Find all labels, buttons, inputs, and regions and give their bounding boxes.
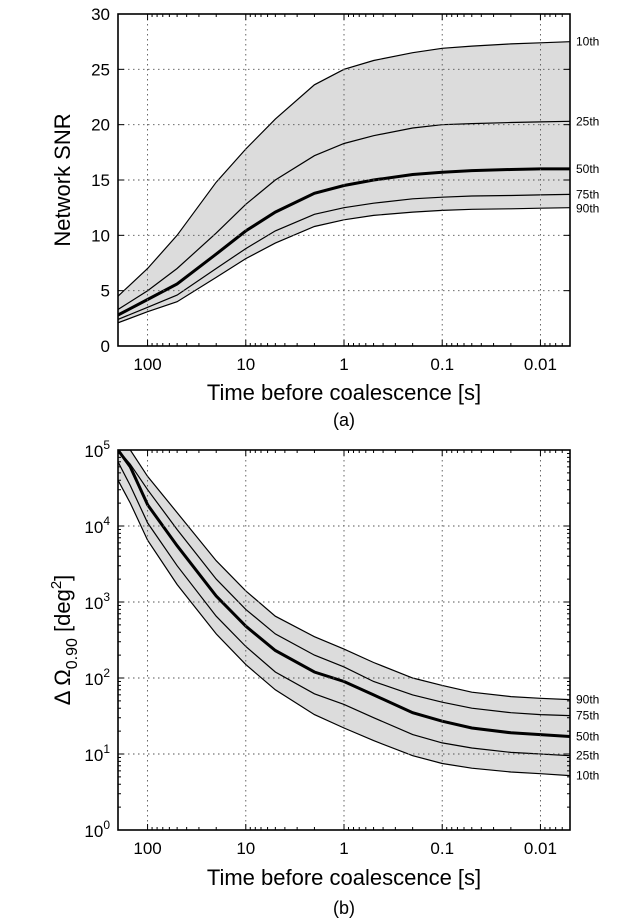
percentile-label-90th: 90th bbox=[576, 693, 599, 707]
panel-label: (b) bbox=[333, 898, 355, 918]
series-line-10th bbox=[118, 479, 570, 777]
series-line-90th bbox=[118, 450, 570, 701]
percentile-label-50th: 50th bbox=[576, 162, 599, 176]
y-tick-label: 10 bbox=[91, 226, 110, 245]
x-axis-title: Time before coalescence [s] bbox=[207, 865, 481, 890]
grid bbox=[118, 450, 570, 830]
x-tick-label: 100 bbox=[133, 355, 161, 374]
x-tick-label: 10 bbox=[236, 355, 255, 374]
percentile-label-10th: 10th bbox=[576, 769, 599, 783]
x-tick-label: 0.1 bbox=[430, 839, 454, 858]
y-tick-label: 25 bbox=[91, 60, 110, 79]
x-tick-label: 1 bbox=[339, 355, 348, 374]
y-tick-label: 100 bbox=[84, 818, 110, 841]
series-line-75th bbox=[118, 450, 570, 717]
series-line-75th bbox=[118, 193, 570, 320]
y-axis-title: Network SNR bbox=[50, 113, 75, 246]
confidence-band bbox=[118, 41, 570, 323]
panel-a-snr-chart: 100 10 1 0.1 0.01 0 5 10 15 20 25 30 10th 25th 50th 75t… bbox=[50, 5, 599, 430]
percentile-label-75th: 75th bbox=[576, 709, 599, 723]
percentile-label-75th: 75th bbox=[576, 187, 599, 201]
x-tick-label: 0.1 bbox=[430, 355, 454, 374]
y-tick-label: 104 bbox=[84, 514, 110, 537]
x-tick-label: 1 bbox=[339, 839, 348, 858]
series-line-25th bbox=[118, 461, 570, 757]
y-tick-label: 102 bbox=[84, 666, 110, 689]
series-line-50th bbox=[118, 450, 570, 738]
series-line-50th bbox=[118, 167, 570, 317]
plot-area bbox=[118, 450, 570, 777]
y-tick-label: 105 bbox=[84, 438, 110, 461]
percentile-label-10th: 10th bbox=[576, 35, 599, 49]
x-tick-label: 0.01 bbox=[524, 839, 557, 858]
confidence-band bbox=[118, 450, 570, 776]
plot-area bbox=[118, 41, 570, 324]
y-tick-label: 15 bbox=[91, 171, 110, 190]
y-tick-label: 103 bbox=[84, 590, 110, 613]
x-tick-label: 0.01 bbox=[524, 355, 557, 374]
x-axis-title: Time before coalescence [s] bbox=[207, 380, 481, 405]
y-tick-label: 20 bbox=[91, 116, 110, 135]
y-tick-label: 0 bbox=[101, 337, 110, 356]
y-tick-label: 101 bbox=[84, 742, 110, 765]
percentile-label-25th: 25th bbox=[576, 749, 599, 763]
series-line-25th bbox=[118, 120, 570, 311]
percentile-label-90th: 90th bbox=[576, 201, 599, 215]
y-tick-label: 30 bbox=[91, 5, 110, 24]
x-tick-label: 100 bbox=[133, 839, 161, 858]
grid bbox=[118, 14, 570, 346]
panel-b-sky-area-chart: 100 10 1 0.1 0.0110010110210310410590th75th5… bbox=[48, 438, 599, 918]
y-axis-title: Δ Ω0.90 [deg2] bbox=[48, 575, 81, 706]
percentile-label-50th: 50th bbox=[576, 729, 599, 743]
y-tick-label: 5 bbox=[101, 282, 110, 301]
percentile-label-25th: 25th bbox=[576, 114, 599, 128]
x-tick-label: 10 bbox=[236, 839, 255, 858]
panel-label: (a) bbox=[333, 410, 355, 430]
